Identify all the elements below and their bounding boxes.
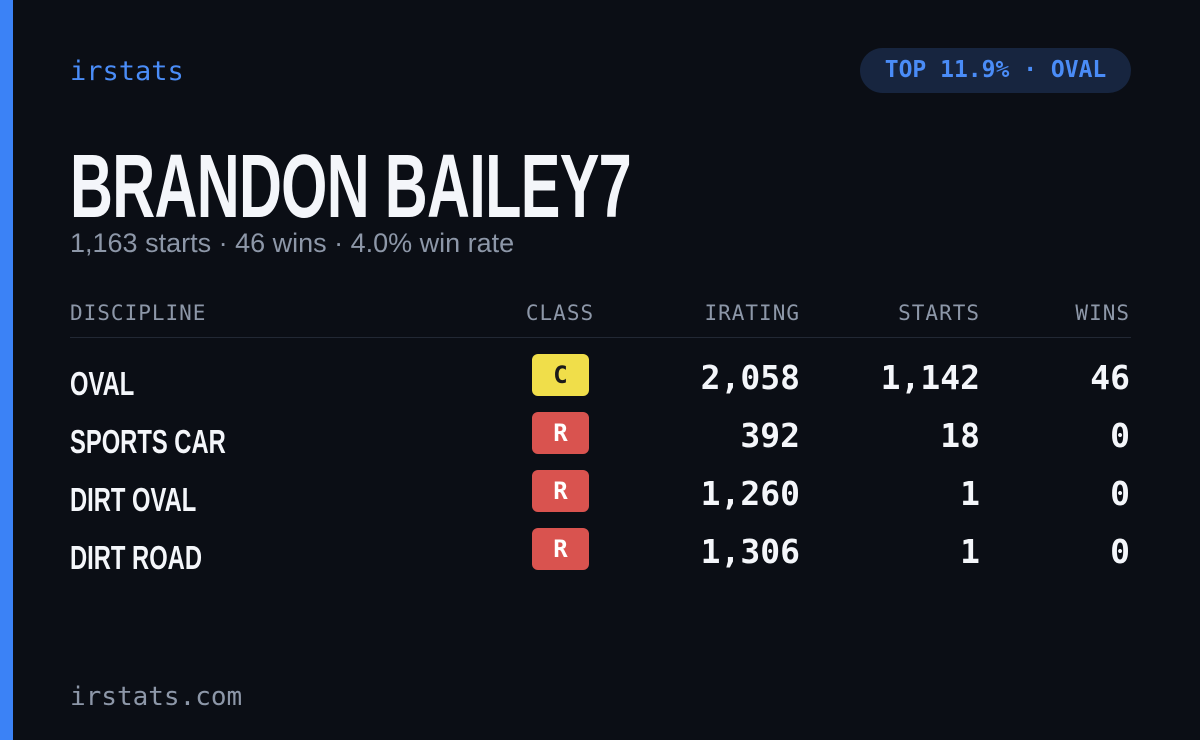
discipline: SPORTS CAR — [70, 423, 226, 460]
starts: 1 — [960, 532, 980, 571]
class-badge: R — [532, 412, 589, 454]
rank-badge: TOP 11.9% · OVAL — [860, 48, 1131, 93]
header-rule — [70, 337, 1131, 338]
column-header: CLASS — [525, 301, 595, 325]
starts: 1 — [960, 474, 980, 513]
driver-name: BRANDON BAILEY7 — [70, 137, 632, 237]
brand: irstats — [70, 56, 184, 87]
wins: 0 — [1110, 416, 1130, 455]
discipline: DIRT OVAL — [70, 481, 197, 518]
summary: 1,163 starts · 46 wins · 4.0% win rate — [70, 228, 515, 258]
class-badge: C — [532, 354, 589, 396]
discipline: DIRT ROAD — [70, 539, 202, 576]
starts: 18 — [940, 416, 980, 455]
column-header: IRATING — [704, 301, 800, 325]
column-header: DISCIPLINE — [70, 301, 207, 325]
accent-bar — [0, 0, 13, 740]
wins: 46 — [1090, 358, 1130, 397]
discipline: OVAL — [70, 365, 135, 402]
wins: 0 — [1110, 532, 1130, 571]
starts: 1,142 — [880, 358, 980, 397]
column-header: WINS — [1075, 301, 1130, 325]
irating: 392 — [740, 416, 800, 455]
class-badge: R — [532, 528, 589, 570]
column-header: STARTS — [898, 301, 980, 325]
irating: 1,306 — [700, 532, 800, 571]
irating: 1,260 — [700, 474, 800, 513]
class-badge: R — [532, 470, 589, 512]
irating: 2,058 — [700, 358, 800, 397]
footer-site: irstats.com — [70, 682, 243, 712]
wins: 0 — [1110, 474, 1130, 513]
